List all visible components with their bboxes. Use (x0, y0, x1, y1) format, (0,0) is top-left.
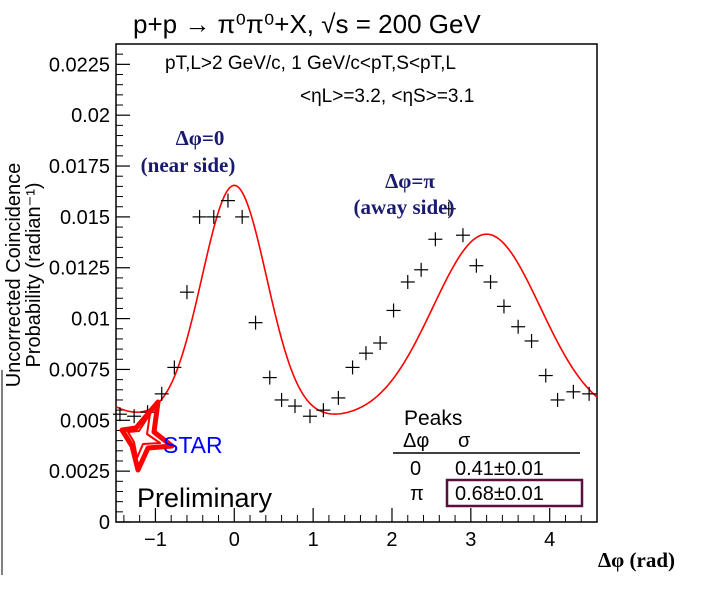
data-point (220, 193, 235, 208)
data-point (428, 232, 443, 247)
y-tick-label: 0.02 (71, 105, 110, 127)
data-point (358, 346, 373, 361)
data-point (331, 390, 346, 405)
x-tick-label: −1 (144, 529, 167, 551)
data-point (274, 392, 289, 407)
data-point (235, 209, 250, 224)
data-point (566, 384, 581, 399)
data-point (469, 258, 484, 273)
peaks-table-row2-dphi: π (410, 483, 424, 505)
peaks-table-col2-header: σ (458, 430, 471, 452)
y-tick-label: 0.0025 (49, 461, 110, 483)
y-tick-label: 0.0075 (49, 359, 110, 381)
data-point (414, 262, 429, 277)
plot-frame (115, 43, 598, 523)
data-point (192, 209, 207, 224)
near-side-label-line2: (near side) (141, 153, 236, 177)
peaks-table-row1-dphi: 0 (410, 458, 421, 480)
peaks-table-col1-header: Δφ (403, 430, 429, 452)
away-side-label-line2: (away side) (354, 195, 455, 219)
data-point (582, 386, 597, 401)
data-point (287, 399, 302, 414)
star-logo-star-inner (127, 413, 161, 459)
data-point (538, 368, 553, 383)
y-axis-label-line1: Uncorrected Coincidence (3, 163, 25, 388)
data-point (316, 403, 331, 418)
star-logo-star-icon (119, 399, 175, 473)
data-point (400, 274, 415, 289)
cuts-line2: <ηL>=3.2, <ηS>=3.1 (300, 86, 474, 107)
x-tick-label: 4 (544, 529, 555, 551)
data-point (154, 386, 169, 401)
x-axis: −1 0 1 2 3 4 (123, 508, 598, 551)
y-tick-label: 0 (99, 512, 110, 534)
data-point (550, 392, 565, 407)
data-point (386, 303, 401, 318)
data-point (248, 315, 263, 330)
data-point (179, 285, 194, 300)
cuts-line1: pT,L>2 GeV/c, 1 GeV/c<pT,S<pT,L (165, 53, 456, 74)
y-axis: 0 0.0025 0.005 0.0075 0.01 0.0125 0.015 0.0175 0… (49, 43, 130, 534)
y-tick-label: 0.005 (60, 410, 110, 432)
data-point (373, 336, 388, 351)
y-tick-label: 0.01 (71, 309, 110, 331)
chart-title: p+p → π⁰π⁰+X, √s = 200 GeV (133, 9, 481, 39)
y-tick-label: 0.0125 (49, 258, 110, 280)
peaks-table-row2-sigma: 0.68±0.01 (455, 483, 544, 505)
data-point (524, 333, 539, 348)
data-point (206, 209, 221, 224)
x-axis-label: Δφ (rad) (598, 548, 675, 572)
data-point (112, 407, 127, 422)
data-point (511, 319, 526, 334)
data-point (302, 409, 317, 424)
data-point (441, 201, 456, 216)
star-logo: STAR (119, 399, 223, 473)
peaks-table-row1-sigma: 0.41±0.01 (455, 458, 544, 480)
data-point (496, 299, 511, 314)
x-tick-label: 3 (465, 529, 476, 551)
y-tick-label: 0.015 (60, 207, 110, 229)
data-point (345, 360, 360, 375)
peaks-table-highlight-box (445, 478, 584, 508)
data-point (127, 409, 142, 424)
fit-curve (115, 184, 598, 415)
x-tick-label: 1 (308, 529, 319, 551)
data-points (112, 193, 597, 424)
x-tick-label: 0 (229, 529, 240, 551)
data-point (455, 228, 470, 243)
data-point (262, 370, 277, 385)
data-point (483, 274, 498, 289)
fit-curve-group (115, 184, 598, 415)
star-logo-text: STAR (163, 432, 223, 458)
data-point (167, 360, 182, 375)
peaks-table-title: Peaks (404, 407, 462, 430)
preliminary-label: Preliminary (137, 483, 273, 513)
y-tick-label: 0.0225 (49, 54, 110, 76)
peaks-table: Peaks Δφ σ 0 0.41±0.01 π 0.68±0.01 (393, 407, 584, 508)
x-tick-label: 2 (386, 529, 397, 551)
near-side-label-line1: Δφ=0 (176, 126, 225, 150)
y-axis-label-line2: Probability (radian⁻¹) (23, 182, 45, 367)
y-tick-label: 0.0175 (49, 156, 110, 178)
away-side-label-line1: Δφ=π (385, 169, 435, 193)
